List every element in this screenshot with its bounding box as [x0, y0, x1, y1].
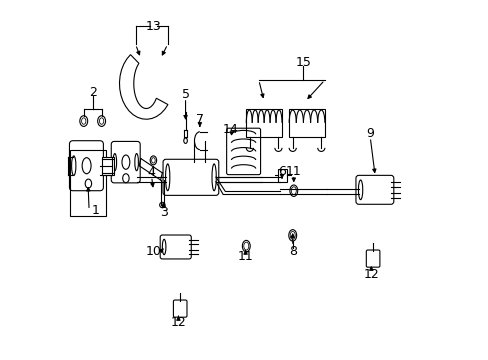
Text: 10: 10 [145, 245, 161, 258]
Polygon shape [119, 55, 167, 119]
Text: 6: 6 [278, 165, 285, 177]
Ellipse shape [80, 116, 87, 126]
FancyBboxPatch shape [111, 141, 140, 183]
Ellipse shape [288, 230, 296, 241]
Ellipse shape [151, 158, 155, 163]
FancyBboxPatch shape [173, 300, 186, 317]
Text: 1: 1 [91, 204, 99, 217]
Text: 2: 2 [88, 86, 97, 99]
Ellipse shape [165, 164, 169, 191]
Ellipse shape [122, 174, 129, 183]
Bar [70, 150, 106, 216]
Text: 12: 12 [363, 268, 378, 281]
FancyBboxPatch shape [355, 175, 393, 204]
Ellipse shape [183, 138, 187, 143]
Ellipse shape [162, 239, 165, 255]
Text: 11: 11 [285, 165, 301, 177]
Ellipse shape [71, 156, 76, 176]
FancyBboxPatch shape [366, 250, 379, 267]
FancyBboxPatch shape [160, 235, 191, 259]
Text: 13: 13 [145, 20, 161, 33]
Ellipse shape [99, 118, 103, 124]
Ellipse shape [290, 231, 295, 239]
Ellipse shape [85, 179, 91, 188]
Ellipse shape [160, 202, 164, 208]
Ellipse shape [82, 158, 91, 174]
Text: 3: 3 [160, 206, 168, 219]
FancyBboxPatch shape [69, 141, 103, 191]
Bar [278, 169, 287, 182]
Ellipse shape [291, 187, 296, 195]
Text: 14: 14 [222, 123, 238, 136]
Text: 15: 15 [295, 55, 311, 69]
Text: 5: 5 [181, 88, 189, 101]
Ellipse shape [212, 164, 216, 191]
Ellipse shape [289, 185, 297, 197]
Ellipse shape [358, 180, 362, 200]
Ellipse shape [150, 156, 156, 165]
Text: 4: 4 [147, 166, 155, 179]
Ellipse shape [242, 240, 250, 252]
Text: 12: 12 [170, 316, 186, 329]
Text: 8: 8 [288, 245, 296, 258]
Ellipse shape [122, 155, 130, 169]
Text: 7: 7 [196, 113, 203, 126]
Ellipse shape [81, 118, 86, 124]
Text: 9: 9 [366, 127, 373, 140]
Bar [288, 109, 324, 137]
Ellipse shape [113, 154, 116, 171]
Text: 11: 11 [237, 250, 253, 263]
Bar [246, 109, 282, 137]
Ellipse shape [244, 242, 248, 250]
FancyBboxPatch shape [163, 159, 218, 195]
Bar [102, 157, 114, 175]
Ellipse shape [98, 116, 105, 126]
Ellipse shape [135, 154, 138, 171]
